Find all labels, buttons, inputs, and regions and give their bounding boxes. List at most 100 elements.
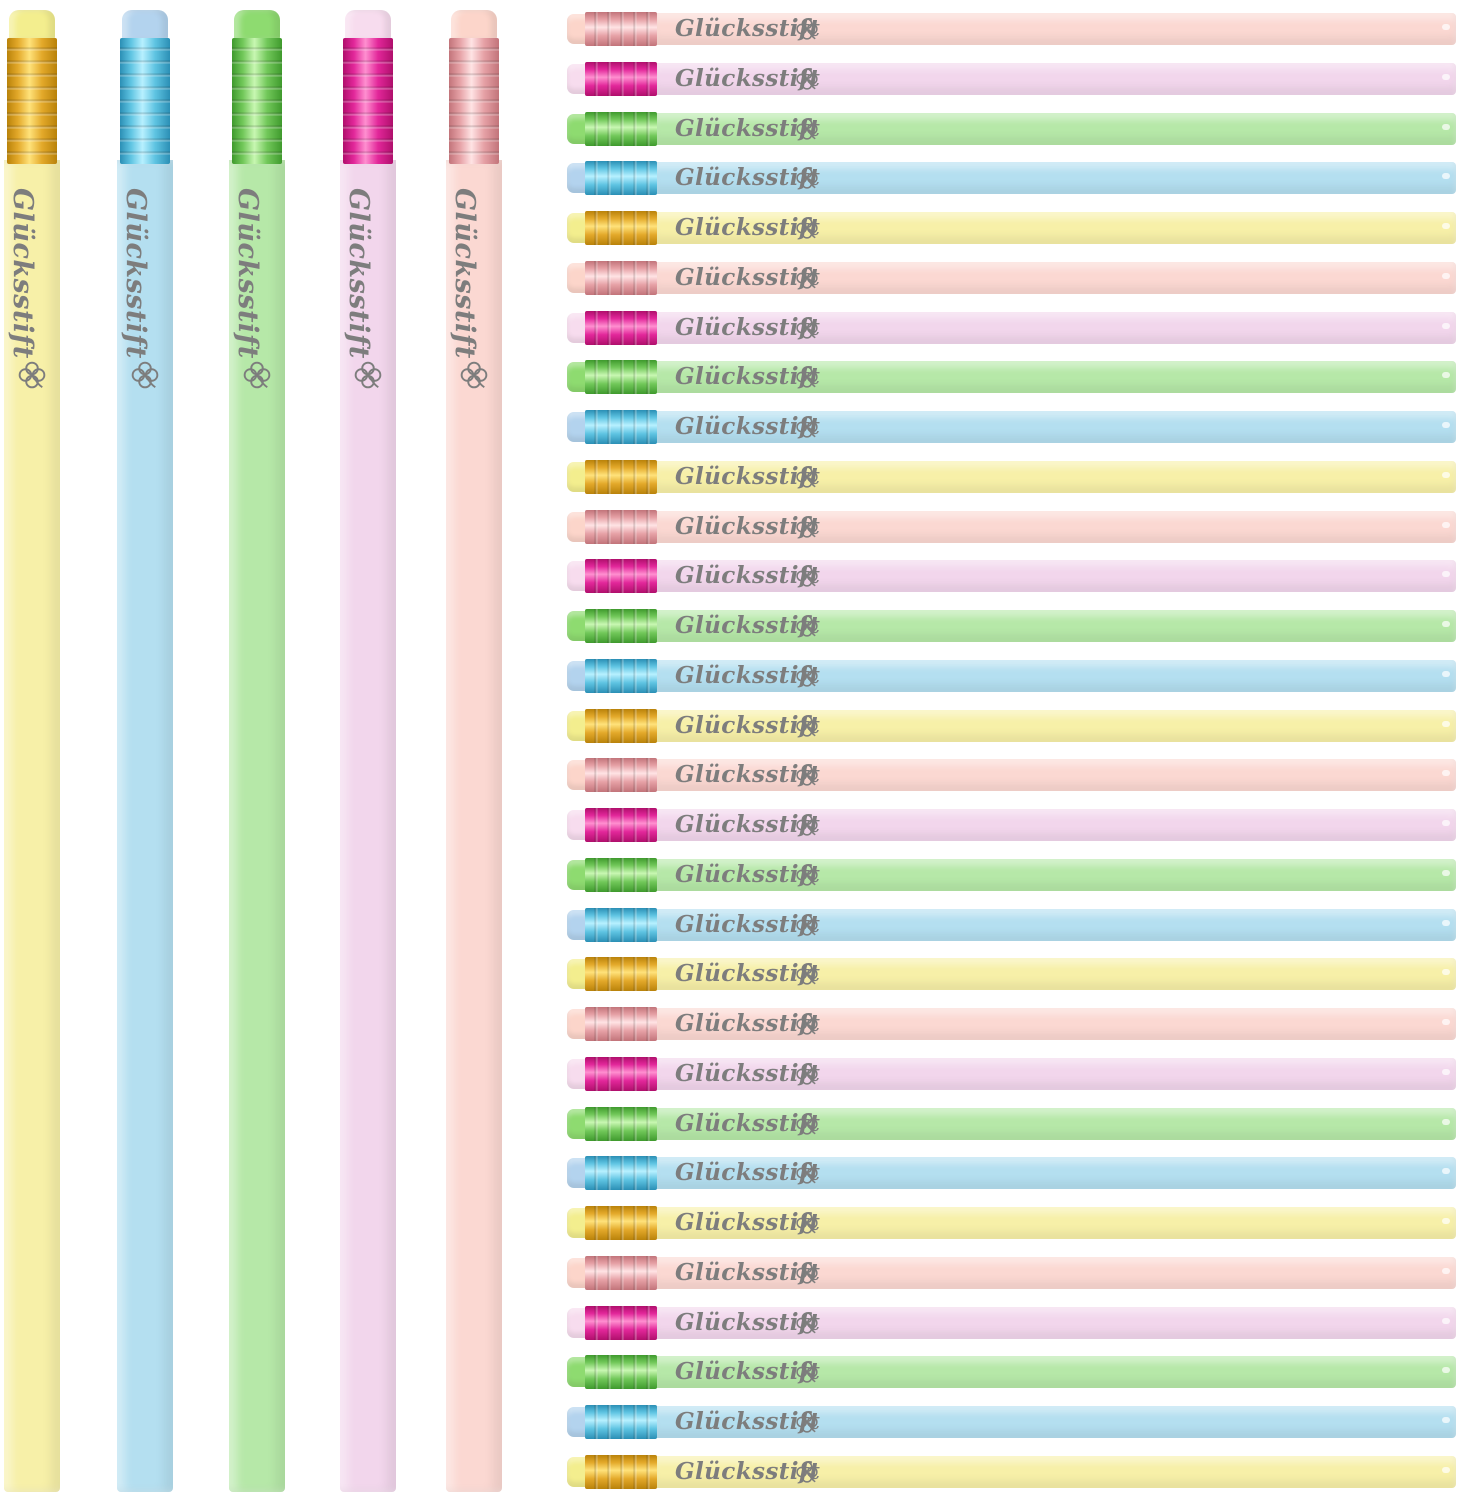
clover-icon xyxy=(795,664,819,688)
pencil-end xyxy=(1442,323,1450,329)
metal-ferrule xyxy=(585,1206,657,1240)
brand-label: Glücksstift xyxy=(675,911,821,938)
pencil-end xyxy=(1442,522,1450,528)
clover-icon xyxy=(795,714,819,738)
brand-label: Glücksstift xyxy=(675,65,821,92)
metal-ferrule xyxy=(585,659,657,693)
pencil-end xyxy=(1442,1268,1450,1274)
horizontal-pencil-blue: Glücksstift xyxy=(567,659,1456,693)
clover-icon xyxy=(795,316,819,340)
eraser xyxy=(567,263,589,293)
horizontal-pencil-green: Glücksstift xyxy=(567,1107,1456,1141)
eraser xyxy=(567,760,589,790)
brand-label: Glücksstift xyxy=(675,1358,821,1385)
pencil-body xyxy=(654,1356,1456,1388)
eraser xyxy=(451,10,497,40)
metal-ferrule xyxy=(585,1057,657,1091)
brand-label: Glücksstift xyxy=(675,612,821,639)
pencil-end xyxy=(1442,1367,1450,1373)
metal-ferrule xyxy=(585,62,657,96)
brand-label: Glücksstift xyxy=(675,413,821,440)
vertical-pencil-peach: Glücksstift xyxy=(446,10,502,1492)
metal-ferrule xyxy=(585,360,657,394)
pencil-body xyxy=(654,560,1456,592)
pencil-end xyxy=(1442,969,1450,975)
eraser xyxy=(567,313,589,343)
metal-ferrule xyxy=(585,161,657,195)
horizontal-pencil-green: Glücksstift xyxy=(567,1355,1456,1389)
pencil-body xyxy=(654,1058,1456,1090)
horizontal-pencil-blue: Glücksstift xyxy=(567,161,1456,195)
brand-label: Glücksstift xyxy=(675,463,821,490)
clover-icon xyxy=(795,1460,819,1484)
brand-label: Glücksstift xyxy=(120,188,151,359)
pencil-end xyxy=(1442,920,1450,926)
pencil-end xyxy=(1442,721,1450,727)
brand-label: Glücksstift xyxy=(675,562,821,589)
pencil-end xyxy=(1442,24,1450,30)
pencil-body xyxy=(654,113,1456,145)
pencil-body xyxy=(654,262,1456,294)
brand-label: Glücksstift xyxy=(675,214,821,241)
brand-label: Glücksstift xyxy=(675,363,821,390)
metal-ferrule xyxy=(232,38,282,164)
eraser xyxy=(567,1457,589,1487)
clover-icon xyxy=(795,117,819,141)
brand-label: Glücksstift xyxy=(675,1408,821,1435)
pencil-body xyxy=(117,160,173,1492)
pencil-body xyxy=(654,1456,1456,1488)
brand-label: Glücksstift xyxy=(675,712,821,739)
horizontal-pencil-yellow: Glücksstift xyxy=(567,709,1456,743)
pencil-end xyxy=(1442,1318,1450,1324)
eraser xyxy=(567,64,589,94)
eraser xyxy=(567,512,589,542)
brand-label: Glücksstift xyxy=(675,15,821,42)
horizontal-pencil-yellow: Glücksstift xyxy=(567,1455,1456,1489)
brand-label: Glücksstift xyxy=(675,264,821,291)
eraser xyxy=(122,10,168,40)
clover-icon xyxy=(795,415,819,439)
horizontal-pencil-lilac: Glücksstift xyxy=(567,559,1456,593)
eraser xyxy=(567,1308,589,1338)
metal-ferrule xyxy=(585,609,657,643)
eraser xyxy=(567,1258,589,1288)
clover-icon xyxy=(795,515,819,539)
pencil-body xyxy=(446,160,502,1492)
metal-ferrule xyxy=(585,261,657,295)
horizontal-pencil-lilac: Glücksstift xyxy=(567,62,1456,96)
clover-icon xyxy=(795,1112,819,1136)
eraser xyxy=(567,1407,589,1437)
pencil-end xyxy=(1442,223,1450,229)
clover-icon xyxy=(795,1311,819,1335)
pencil-body xyxy=(654,312,1456,344)
brand-label: Glücksstift xyxy=(343,188,374,359)
horizontal-pencil-blue: Glücksstift xyxy=(567,1156,1456,1190)
clover-icon xyxy=(795,1360,819,1384)
metal-ferrule xyxy=(585,112,657,146)
brand-label: Glücksstift xyxy=(675,1060,821,1087)
brand-label: Glücksstift xyxy=(675,115,821,142)
pencil-body xyxy=(654,1008,1456,1040)
clover-icon xyxy=(795,564,819,588)
pencil-body xyxy=(654,610,1456,642)
metal-ferrule xyxy=(585,12,657,46)
clover-icon xyxy=(130,360,160,390)
clover-icon xyxy=(795,17,819,41)
metal-ferrule xyxy=(585,709,657,743)
eraser xyxy=(567,860,589,890)
eraser xyxy=(567,114,589,144)
eraser xyxy=(567,362,589,392)
pencil-body xyxy=(654,1108,1456,1140)
pencil-end xyxy=(1442,1417,1450,1423)
brand-label: Glücksstift xyxy=(675,1309,821,1336)
pencil-end xyxy=(1442,1069,1450,1075)
horizontal-pencil-green: Glücksstift xyxy=(567,858,1456,892)
pencil-body xyxy=(4,160,60,1492)
clover-icon xyxy=(795,67,819,91)
pencil-body xyxy=(654,1307,1456,1339)
pencil-body xyxy=(654,958,1456,990)
eraser xyxy=(567,213,589,243)
horizontal-pencil-green: Glücksstift xyxy=(567,609,1456,643)
horizontal-pencil-green: Glücksstift xyxy=(567,360,1456,394)
